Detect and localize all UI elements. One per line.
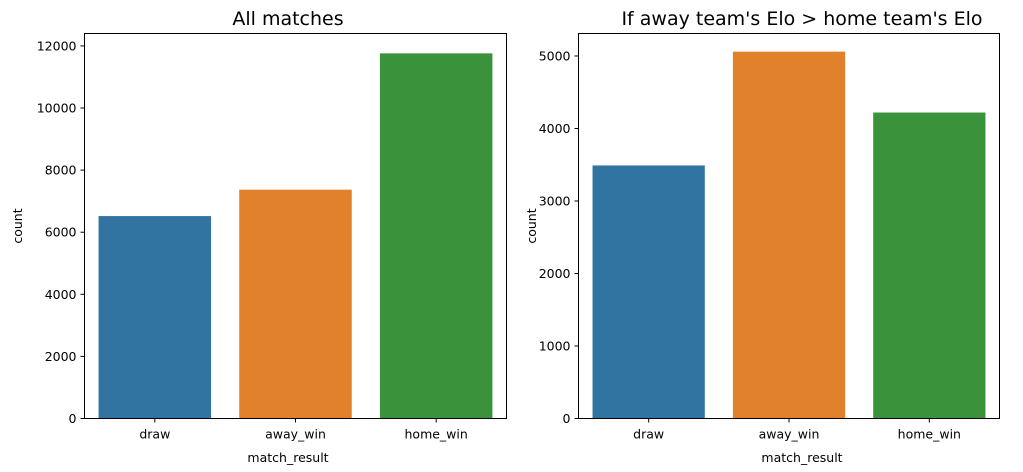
chart-all-matches: All matches match_result count 0 2000 4000… [10,8,507,465]
bar-home_win [873,112,986,419]
chart-title: If away team's Elo > home team's Elo [621,8,982,30]
y-tick-label: 10000 [37,101,77,116]
y-tick-label: 6000 [45,225,77,240]
y-tick-label: 1000 [539,338,571,353]
bar-group [98,53,493,419]
x-tick-label: draw [633,427,664,442]
x-tick-label: away_win [265,427,326,442]
x-tick-label: away_win [759,427,820,442]
y-tick-label: 2000 [45,349,77,364]
plot-frame [578,33,1000,419]
y-axis-ticks: 0 2000 4000 6000 8000 10000 12000 [37,38,85,426]
bar-away_win [732,51,846,419]
bar-away_win [239,189,352,419]
y-tick-label: 3000 [539,193,571,208]
bar-home_win [379,53,493,419]
x-axis-label: match_result [247,450,328,465]
bar-group [592,51,986,419]
y-tick-label: 0 [563,411,571,426]
x-tick-label: home_win [898,427,961,442]
y-axis-ticks: 0 1000 2000 3000 4000 5000 [539,48,579,426]
x-axis-label: match_result [761,450,842,465]
y-tick-label: 5000 [539,48,571,63]
y-tick-label: 12000 [37,38,77,53]
y-axis-label: count [10,208,25,243]
chart-title: All matches [232,8,343,30]
plot-frame [84,33,507,419]
x-tick-label: home_win [405,427,468,442]
y-tick-label: 8000 [45,163,77,178]
x-axis-ticks: draw away_win home_win [139,418,468,442]
bar-draw [592,165,705,419]
y-axis-label: count [524,208,539,243]
y-tick-label: 2000 [539,266,571,281]
bar-draw [98,216,212,419]
y-tick-label: 4000 [45,287,77,302]
y-tick-label: 0 [69,411,77,426]
y-tick-label: 4000 [539,121,571,136]
x-axis-ticks: draw away_win home_win [633,418,961,442]
x-tick-label: draw [139,427,170,442]
chart-away-elo-higher: If away team's Elo > home team's Elo mat… [524,8,1000,465]
